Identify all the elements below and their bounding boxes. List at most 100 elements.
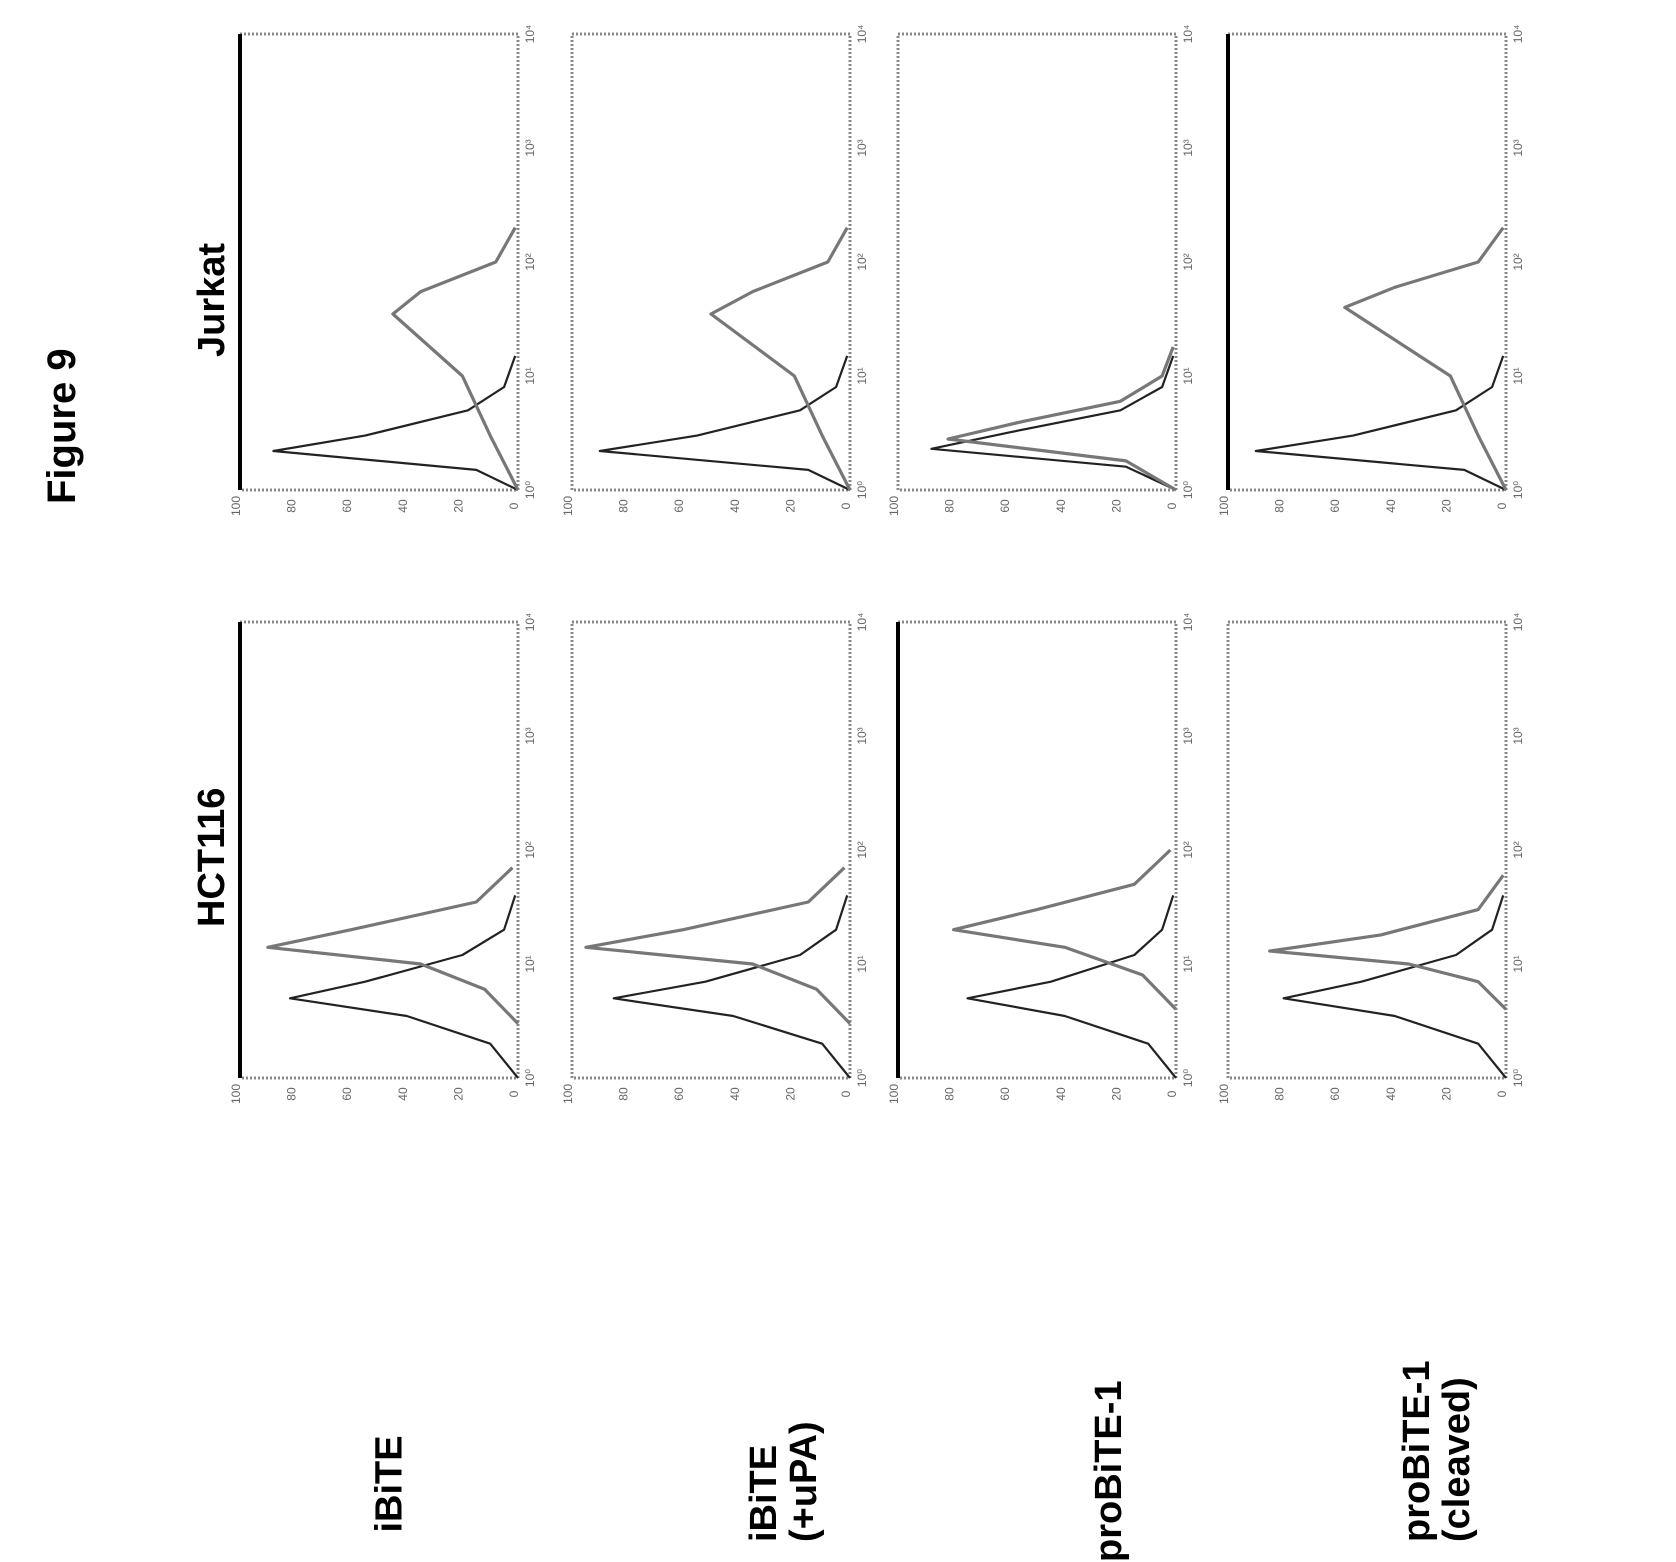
y-tick-label: 60	[672, 499, 686, 513]
x-tick-label: 10¹	[1181, 367, 1195, 384]
x-tick-label: 10⁰	[855, 1069, 869, 1087]
x-tick-label: 10²	[855, 253, 869, 270]
y-tick-label: 60	[1328, 499, 1342, 513]
x-tick-label: 10³	[523, 139, 537, 156]
histogram-series-line	[391, 226, 520, 491]
y-tick-label: 40	[1054, 1087, 1068, 1101]
y-tick-label: 100	[887, 496, 901, 516]
histogram-panel: 0 20 40 60 80 100 10⁰ 10¹ 10² 10³ 10⁴	[229, 613, 537, 1104]
x-tick-label: 10¹	[855, 367, 869, 384]
x-tick-label: 10¹	[1181, 955, 1195, 972]
histogram-panel: 0 20 40 60 80 100 10⁰ 10¹ 10² 10³ 10⁴	[887, 613, 1195, 1104]
x-tick-label: 10⁴	[855, 25, 869, 44]
histogram-series-line	[930, 355, 1177, 491]
y-tick-label: 20	[1109, 499, 1123, 513]
histogram-panel: 0 20 40 60 80 100 10⁰ 10¹ 10² 10³ 10⁴	[887, 25, 1195, 516]
x-tick-label: 10²	[1181, 841, 1195, 858]
y-tick-label: 80	[1273, 499, 1287, 513]
y-tick-label: 80	[617, 1087, 631, 1101]
x-tick-label: 10³	[1181, 727, 1195, 744]
y-tick-label: 60	[1328, 1087, 1342, 1101]
panel-frame	[1226, 32, 1508, 492]
y-tick-label: 60	[340, 1087, 354, 1101]
x-tick-label: 10²	[523, 253, 537, 270]
row-title-ibite: iBiTE	[368, 1435, 411, 1533]
histogram-series-line	[966, 895, 1177, 1079]
y-tick-label: 20	[1439, 1087, 1453, 1101]
histogram-series-line	[1343, 226, 1508, 491]
x-tick-label: 10³	[1511, 139, 1525, 156]
y-tick-label: 100	[887, 1084, 901, 1104]
y-tick-label: 80	[1273, 1087, 1287, 1101]
y-tick-label: 60	[998, 499, 1012, 513]
histogram-panel: 0 20 40 60 80 100 10⁰ 10¹ 10² 10³ 10⁴	[561, 25, 869, 516]
row-title-ibite-upa: iBiTE (+uPA)	[743, 1372, 835, 1542]
panel-frame	[896, 620, 1178, 1080]
histogram-series-line	[1268, 874, 1508, 1011]
x-tick-label: 10⁰	[523, 1069, 537, 1087]
y-tick-label: 40	[728, 499, 742, 513]
panel-frame	[1226, 620, 1508, 1080]
histogram-series-line	[1282, 895, 1507, 1079]
y-tick-label: 20	[1439, 499, 1453, 513]
histogram-series-line	[951, 848, 1178, 1011]
y-tick-label: 20	[1109, 1087, 1123, 1101]
x-tick-label: 10³	[855, 727, 869, 744]
y-tick-label: 60	[340, 499, 354, 513]
histogram-series-line	[288, 895, 519, 1079]
x-tick-label: 10⁰	[1511, 1069, 1525, 1087]
y-tick-label: 100	[229, 496, 243, 516]
y-tick-label: 80	[285, 1087, 299, 1101]
histogram-series-line	[598, 355, 851, 491]
y-tick-label: 0	[1495, 1090, 1509, 1097]
y-tick-label: 20	[783, 499, 797, 513]
y-tick-label: 20	[451, 1087, 465, 1101]
y-tick-label: 80	[943, 1087, 957, 1101]
y-tick-label: 60	[672, 1087, 686, 1101]
x-tick-label: 10⁰	[855, 481, 869, 499]
x-tick-label: 10²	[855, 841, 869, 858]
x-tick-label: 10⁴	[523, 613, 537, 632]
y-tick-label: 0	[1165, 502, 1179, 509]
x-tick-label: 10⁰	[1181, 1069, 1195, 1087]
y-tick-label: 0	[507, 502, 521, 509]
panel-frame	[238, 32, 520, 492]
histogram-series-line	[266, 866, 520, 1025]
x-tick-label: 10¹	[855, 955, 869, 972]
panel-frame	[896, 32, 1178, 492]
y-tick-label: 0	[839, 502, 853, 509]
x-tick-label: 10³	[855, 139, 869, 156]
histogram-series-line	[946, 346, 1177, 492]
row-title-probite1-cleaved-line1: proBiTE-1	[1396, 1360, 1438, 1542]
y-tick-label: 100	[229, 1084, 243, 1104]
x-tick-label: 10²	[523, 841, 537, 858]
panel-frame	[570, 32, 852, 492]
x-tick-label: 10⁴	[523, 25, 537, 44]
histogram-series-line	[612, 895, 851, 1079]
y-tick-label: 0	[1495, 502, 1509, 509]
row-title-probite1-cleaved: proBiTE-1 (cleaved)	[1396, 1352, 1488, 1542]
row-title-ibite-upa-line1: iBiTE	[743, 1444, 785, 1542]
y-tick-label: 80	[285, 499, 299, 513]
y-tick-label: 40	[396, 499, 410, 513]
x-tick-label: 10⁴	[855, 613, 869, 632]
x-tick-label: 10¹	[523, 955, 537, 972]
y-tick-label: 80	[617, 499, 631, 513]
x-tick-label: 10³	[1181, 139, 1195, 156]
x-tick-label: 10³	[523, 727, 537, 744]
y-tick-label: 20	[451, 499, 465, 513]
x-tick-label: 10²	[1511, 841, 1525, 858]
x-tick-label: 10¹	[1511, 955, 1525, 972]
y-tick-label: 0	[1165, 1090, 1179, 1097]
row-title-probite1: proBiTE-1	[1088, 1380, 1130, 1562]
panel-frame	[570, 620, 852, 1080]
x-tick-label: 10⁰	[523, 481, 537, 499]
figure-title: Figure 9	[40, 348, 84, 504]
column-title-jurkat: Jurkat	[191, 242, 233, 357]
y-tick-label: 100	[561, 1084, 575, 1104]
row-title-probite1-cleaved-line2: (cleaved)	[1435, 1377, 1478, 1542]
column-title-hct116: HCT116	[191, 787, 233, 927]
histogram-panel: 0 20 40 60 80 100 10⁰ 10¹ 10² 10³ 10⁴	[229, 25, 537, 516]
y-tick-label: 0	[507, 1090, 521, 1097]
